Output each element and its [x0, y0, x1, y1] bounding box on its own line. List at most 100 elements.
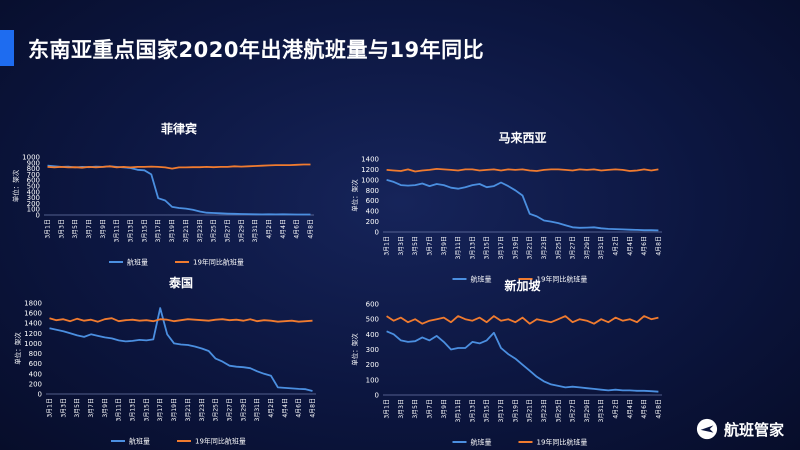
thailand-xtick-label: 3月15日 — [143, 398, 150, 421]
malaysia-xtick-label: 4月6日 — [641, 236, 648, 256]
singapore-ylabel: 单位：架次 — [350, 333, 359, 366]
singapore-ytick-label: 300 — [366, 346, 379, 354]
thailand-xtick-label: 3月29日 — [240, 398, 247, 421]
malaysia-xtick-label: 3月9日 — [441, 236, 448, 256]
malaysia-xtick-label: 3月17日 — [498, 236, 505, 259]
singapore-ytick-label: 500 — [366, 316, 379, 324]
thailand-xtick-label: 4月8日 — [310, 398, 317, 418]
malaysia-xtick-label: 4月8日 — [655, 236, 662, 256]
singapore-xtick-label: 3月17日 — [498, 399, 505, 422]
malaysia-xtick-label: 4月2日 — [613, 236, 620, 256]
malaysia-ytick-label: 1200 — [361, 166, 379, 174]
philippines-ytick-label: 800 — [27, 165, 40, 173]
thailand-xtick-label: 3月9日 — [102, 398, 109, 418]
thailand-xtick-label: 3月1日 — [46, 398, 53, 418]
thailand-xtick-label: 4月2日 — [268, 398, 275, 418]
singapore-xtick-label: 4月4日 — [627, 399, 634, 419]
philippines-ytick-label: 1000 — [22, 154, 40, 162]
malaysia-ytick-label: 200 — [366, 218, 379, 226]
thailand-xtick-label: 3月5日 — [74, 398, 81, 418]
malaysia-xtick-label: 3月13日 — [469, 236, 476, 259]
philippines-chart: 菲律宾 01002003004005006007008009001000单位：架次… — [11, 121, 315, 267]
thailand-xtick-label: 3月31日 — [254, 398, 261, 421]
malaysia-series-line-2020 — [386, 179, 659, 232]
philippines-ytick-label: 900 — [27, 159, 40, 167]
singapore-series-line-2020 — [386, 330, 659, 393]
philippines-xtick-label: 3月19日 — [169, 219, 176, 242]
malaysia-ylabel: 单位：架次 — [350, 179, 359, 212]
malaysia-ytick-label: 800 — [366, 187, 379, 195]
philippines-xtick-label: 4月6日 — [294, 219, 301, 239]
singapore-xtick-label: 3月21日 — [527, 399, 534, 422]
philippines-xtick-label: 4月8日 — [308, 219, 315, 239]
malaysia-legend-label: 航班量 — [471, 275, 492, 284]
philippines-xtick-label: 3月29日 — [238, 219, 245, 242]
singapore-xtick-label: 3月13日 — [469, 399, 476, 422]
philippines-xtick-label: 3月21日 — [183, 219, 190, 242]
philippines-ytick-label: 600 — [27, 177, 40, 185]
thailand-ylabel: 单位：架次 — [13, 332, 22, 365]
philippines-xtick-label: 3月27日 — [224, 219, 231, 242]
thailand-xtick-label: 4月4日 — [282, 398, 289, 418]
singapore-series-line-2019 — [386, 315, 659, 325]
malaysia-xtick-label: 3月11日 — [455, 236, 462, 259]
philippines-series-line-2020 — [47, 164, 311, 216]
philippines-legend-label: 19年同比航班量 — [193, 258, 244, 267]
singapore-ytick-label: 400 — [366, 331, 379, 339]
singapore-xtick-label: 3月15日 — [484, 399, 491, 422]
malaysia-xtick-label: 3月27日 — [570, 236, 577, 259]
singapore-xtick-label: 4月6日 — [641, 399, 648, 419]
thailand-ytick-label: 400 — [29, 370, 42, 378]
singapore-ytick-label: 600 — [366, 301, 379, 309]
thailand-ytick-label: 1200 — [24, 330, 42, 338]
philippines-xtick-label: 3月7日 — [86, 219, 93, 239]
thailand-ytick-label: 200 — [29, 380, 42, 388]
philippines-legend-label: 航班量 — [127, 258, 148, 267]
thailand-chart: 泰国 0 200 400 600 800 1000 1200 1400 1600 1800 单位：架次… — [13, 275, 317, 446]
title-accent-bar — [0, 30, 14, 66]
thailand-ytick-label: 600 — [29, 360, 42, 368]
thailand-legend-label: 航班量 — [129, 437, 150, 446]
thailand-xtick-label: 3月11日 — [116, 398, 123, 421]
singapore-xtick-label: 4月2日 — [613, 399, 620, 419]
thailand-title: 泰国 — [168, 275, 193, 290]
brand-name: 航班管家 — [723, 420, 784, 439]
philippines-ytick-label: 700 — [27, 171, 40, 179]
philippines-title: 菲律宾 — [161, 121, 197, 136]
thailand-ytick-label: 800 — [29, 350, 42, 358]
philippines-xtick-label: 3月9日 — [100, 219, 107, 239]
philippines-ytick-label: 0 — [36, 212, 40, 220]
thailand-xtick-label: 3月19日 — [171, 398, 178, 421]
malaysia-xtick-label: 3月31日 — [598, 236, 605, 259]
philippines-ytick-label: 300 — [27, 194, 40, 202]
malaysia-legend-label: 19年同比航班量 — [537, 275, 588, 284]
malaysia-xtick-label: 3月7日 — [427, 236, 434, 256]
singapore-ytick-label: 100 — [366, 376, 379, 384]
thailand-ytick-label: 0 — [38, 391, 42, 399]
malaysia-ytick-label: 600 — [366, 197, 379, 205]
philippines-ytick-label: 400 — [27, 188, 40, 196]
singapore-xtick-label: 4月8日 — [655, 399, 662, 419]
singapore-xtick-label: 3月7日 — [427, 399, 434, 419]
philippines-xtick-label: 3月13日 — [128, 219, 135, 242]
thailand-xtick-label: 3月17日 — [157, 398, 164, 421]
malaysia-xtick-label: 3月1日 — [384, 236, 391, 256]
singapore-xtick-label: 3月3日 — [398, 399, 405, 419]
philippines-ytick-label: 200 — [27, 200, 40, 208]
singapore-ytick-label: 0 — [375, 392, 379, 400]
thailand-ytick-label: 1000 — [24, 340, 42, 348]
philippines-xtick-label: 4月2日 — [266, 219, 273, 239]
thailand-ytick-label: 1600 — [24, 310, 42, 318]
thailand-legend-label: 19年同比航班量 — [195, 437, 246, 446]
thailand-ytick-label: 1800 — [24, 300, 42, 308]
philippines-xtick-label: 3月23日 — [197, 219, 204, 242]
malaysia-xtick-label: 3月5日 — [412, 236, 419, 256]
philippines-xtick-label: 4月4日 — [280, 219, 287, 239]
malaysia-series-line-2019 — [386, 167, 659, 173]
singapore-xtick-label: 3月11日 — [455, 399, 462, 422]
philippines-ylabel: 单位：架次 — [11, 169, 20, 202]
malaysia-ytick-label: 400 — [366, 208, 379, 216]
thailand-xtick-label: 3月25日 — [213, 398, 220, 421]
singapore-ytick-label: 200 — [366, 361, 379, 369]
thailand-xtick-label: 3月3日 — [60, 398, 67, 418]
